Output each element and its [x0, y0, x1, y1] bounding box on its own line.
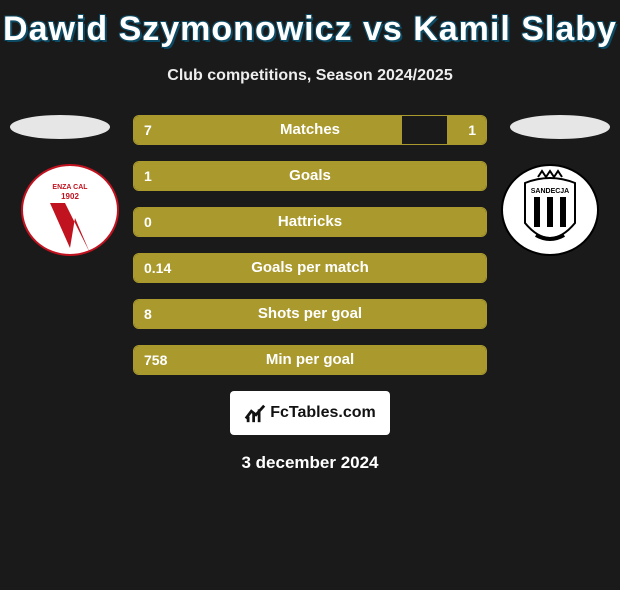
stat-label: Min per goal — [134, 346, 486, 374]
stat-bar: 71Matches — [133, 115, 487, 145]
vicenza-calcio-shield: ENZA CAL 1902 — [20, 163, 120, 257]
stat-bar: 0Hattricks — [133, 207, 487, 237]
stat-bar: 8Shots per goal — [133, 299, 487, 329]
stat-label: Matches — [134, 116, 486, 144]
chart-icon — [244, 402, 266, 424]
date-text: 3 december 2024 — [0, 453, 620, 473]
stat-bar: 0.14Goals per match — [133, 253, 487, 283]
svg-text:SANDECJA: SANDECJA — [531, 188, 570, 195]
stat-bar: 758Min per goal — [133, 345, 487, 375]
sandecja-shield: SANDECJA — [500, 163, 600, 257]
svg-text:ENZA CAL: ENZA CAL — [52, 184, 88, 191]
page-title: Dawid Szymonowicz vs Kamil Slaby — [0, 10, 620, 49]
stat-label: Hattricks — [134, 208, 486, 236]
stat-label: Goals per match — [134, 254, 486, 282]
svg-text:1902: 1902 — [61, 192, 79, 201]
branding-badge: FcTables.com — [230, 391, 390, 435]
stat-bar: 1Goals — [133, 161, 487, 191]
compare-area: ENZA CAL 1902 SANDECJA 71Matches 1Goals 0H… — [0, 115, 620, 375]
stats-bars: 71Matches 1Goals 0Hattricks 0.14Goals per m… — [133, 115, 487, 375]
stat-label: Goals — [134, 162, 486, 190]
stat-label: Shots per goal — [134, 300, 486, 328]
player-left-oval — [10, 115, 110, 139]
page-subtitle: Club competitions, Season 2024/2025 — [0, 67, 620, 85]
branding-text: FcTables.com — [270, 404, 376, 422]
player-right-oval — [510, 115, 610, 139]
